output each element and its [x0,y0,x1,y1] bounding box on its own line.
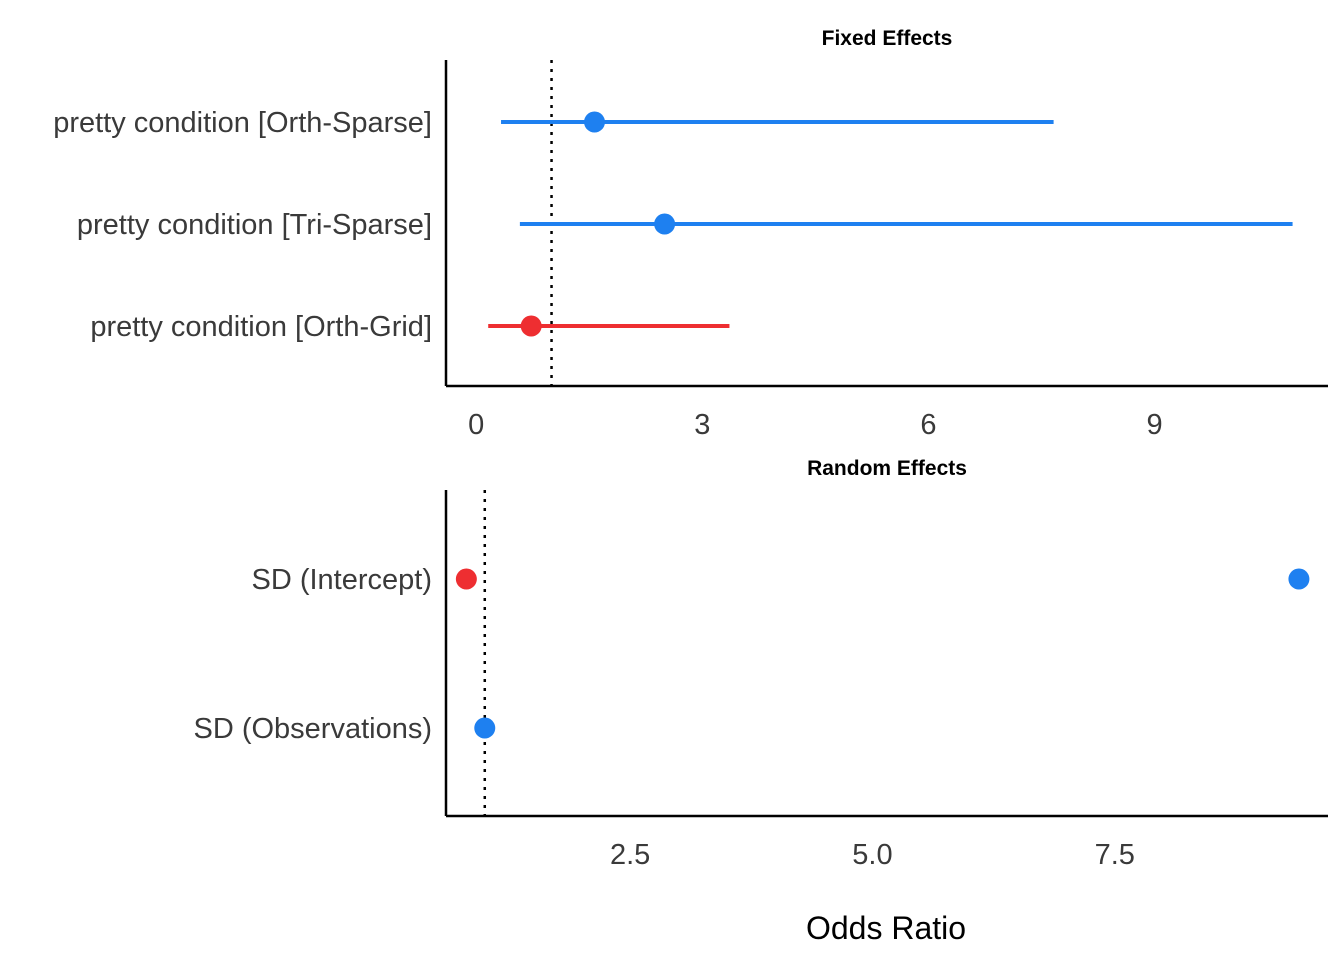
fixed-estimate-point [584,111,606,133]
fixed-x-tick-label: 3 [694,409,710,441]
random-x-tick-label: 7.5 [1095,839,1135,871]
random-estimate-point [455,568,477,590]
fixed-x-tick-label: 0 [468,409,484,441]
random-estimate-point [474,717,496,739]
random-term-label-sd-intercept: SD (Intercept) [252,564,433,596]
fixed-x-tick-label: 6 [920,409,936,441]
fixed-estimate-point [654,213,676,235]
random-x-tick-label: 5.0 [852,839,892,871]
fixed-estimate-point [520,315,542,337]
fixed-panel-title: Fixed Effects [822,27,953,50]
fixed-term-label-pretty-condition-orth-grid: pretty condition [Orth-Grid] [90,311,432,343]
random-estimate-point [1288,568,1310,590]
fixed-term-label-pretty-condition-tri-sparse: pretty condition [Tri-Sparse] [77,209,432,241]
random-panel-title: Random Effects [807,457,967,480]
x-axis-title: Odds Ratio [806,910,966,946]
fixed-x-tick-label: 9 [1147,409,1163,441]
random-term-label-sd-observations: SD (Observations) [193,713,432,745]
fixed-term-label-pretty-condition-orth-sparse: pretty condition [Orth-Sparse] [53,107,432,139]
random-x-tick-label: 2.5 [610,839,650,871]
